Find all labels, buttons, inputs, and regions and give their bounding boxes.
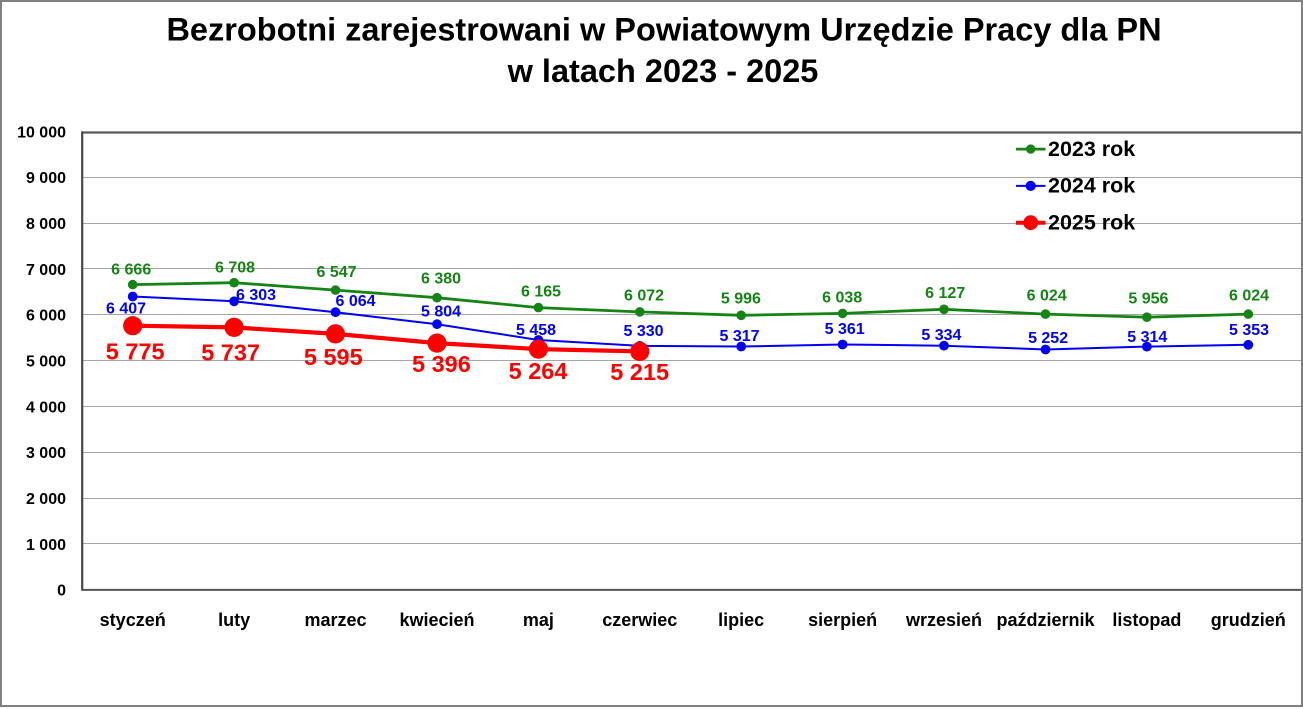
svg-text:Bezrobotni zarejestrowani w Po: Bezrobotni zarejestrowani w Powiatowym U…	[166, 12, 1161, 48]
svg-text:listopad: listopad	[1112, 610, 1181, 630]
svg-text:6 024: 6 024	[1229, 288, 1269, 305]
svg-text:7 000: 7 000	[26, 262, 66, 279]
svg-text:maj: maj	[523, 610, 554, 630]
svg-text:10 000: 10 000	[17, 124, 66, 141]
svg-text:sierpień: sierpień	[808, 610, 877, 630]
svg-text:kwiecień: kwiecień	[399, 610, 474, 630]
svg-text:3 000: 3 000	[26, 445, 66, 462]
svg-text:5 396: 5 396	[412, 351, 471, 377]
svg-text:5 595: 5 595	[304, 344, 363, 370]
svg-text:marzec: marzec	[304, 610, 366, 630]
svg-text:5 334: 5 334	[921, 327, 961, 344]
svg-text:5 996: 5 996	[721, 291, 761, 308]
svg-text:4 000: 4 000	[26, 399, 66, 416]
svg-text:czerwiec: czerwiec	[602, 610, 677, 630]
svg-text:6 000: 6 000	[26, 308, 66, 325]
svg-text:2024 rok: 2024 rok	[1048, 174, 1135, 198]
svg-text:5 330: 5 330	[623, 323, 663, 340]
svg-text:6 165: 6 165	[521, 284, 561, 301]
svg-text:5 000: 5 000	[26, 354, 66, 371]
svg-text:styczeń: styczeń	[100, 610, 166, 630]
svg-text:6 038: 6 038	[822, 290, 862, 307]
svg-text:luty: luty	[218, 610, 250, 630]
svg-text:6 024: 6 024	[1027, 288, 1067, 305]
svg-text:5 956: 5 956	[1128, 291, 1168, 308]
svg-text:5 458: 5 458	[516, 322, 556, 339]
svg-text:5 252: 5 252	[1028, 330, 1068, 347]
svg-text:6 127: 6 127	[925, 285, 965, 302]
svg-text:5 314: 5 314	[1127, 329, 1167, 346]
svg-text:8 000: 8 000	[26, 216, 66, 233]
svg-text:6 708: 6 708	[215, 259, 255, 276]
svg-text:5 804: 5 804	[421, 304, 461, 321]
svg-text:5 264: 5 264	[509, 358, 568, 384]
svg-text:5 215: 5 215	[610, 359, 669, 385]
svg-text:6 547: 6 547	[316, 264, 356, 281]
svg-text:6 380: 6 380	[421, 271, 461, 288]
svg-text:5 353: 5 353	[1229, 322, 1269, 339]
svg-text:6 303: 6 303	[236, 287, 276, 304]
svg-text:grudzień: grudzień	[1211, 610, 1286, 630]
svg-text:5 317: 5 317	[719, 328, 759, 345]
svg-text:wrzesień: wrzesień	[905, 610, 982, 630]
svg-text:6 666: 6 666	[111, 262, 151, 279]
svg-text:6 407: 6 407	[106, 301, 146, 318]
svg-text:5 737: 5 737	[201, 340, 260, 366]
svg-text:2 000: 2 000	[26, 491, 66, 508]
svg-text:2025 rok: 2025 rok	[1048, 211, 1135, 235]
svg-text:5 361: 5 361	[825, 321, 865, 338]
svg-text:2023 rok: 2023 rok	[1048, 137, 1135, 161]
svg-text:październik: październik	[996, 610, 1095, 630]
svg-text:9 000: 9 000	[26, 170, 66, 187]
svg-text:5 775: 5 775	[106, 338, 165, 364]
svg-text:w latach 2023 - 2025: w latach 2023 - 2025	[507, 53, 819, 89]
svg-text:lipiec: lipiec	[718, 610, 764, 630]
svg-text:1 000: 1 000	[26, 537, 66, 554]
svg-text:6 072: 6 072	[624, 288, 664, 305]
svg-text:0: 0	[57, 583, 66, 600]
svg-text:6 064: 6 064	[336, 293, 376, 310]
